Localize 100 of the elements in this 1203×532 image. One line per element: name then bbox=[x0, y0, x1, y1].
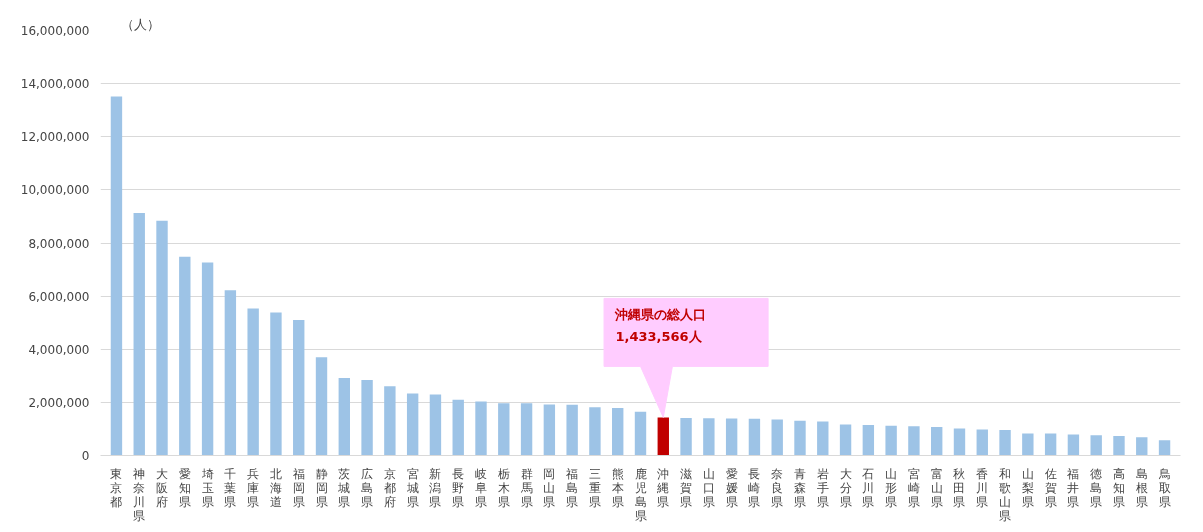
bar bbox=[703, 418, 715, 456]
bar bbox=[179, 256, 191, 456]
x-tick-label: 福島県 bbox=[566, 466, 579, 509]
x-tick-label: 北海道 bbox=[269, 466, 282, 509]
x-tick-label: 広島県 bbox=[361, 466, 374, 509]
y-tick-label: 2,000,000 bbox=[28, 395, 90, 410]
y-axis-title: （人） bbox=[120, 16, 160, 32]
bar bbox=[612, 407, 624, 456]
bar bbox=[976, 429, 988, 456]
x-tick-label: 沖縄県 bbox=[656, 466, 670, 509]
x-tick-label: 岡山県 bbox=[543, 466, 556, 509]
bar bbox=[589, 407, 601, 456]
bar bbox=[794, 420, 806, 456]
x-tick-label: 大分県 bbox=[839, 466, 852, 509]
bar bbox=[908, 426, 920, 456]
x-tick-label: 高知県 bbox=[1112, 466, 1125, 509]
x-tick-label: 茨城県 bbox=[337, 466, 351, 509]
y-tick-label: 0 bbox=[81, 449, 90, 463]
x-tick-label: 長崎県 bbox=[748, 466, 761, 509]
annotation: 沖縄県の総人口 1,433,566人 bbox=[614, 306, 707, 345]
x-tick-label: 長野県 bbox=[452, 466, 465, 509]
bar bbox=[201, 262, 214, 456]
x-tick-label: 奈良県 bbox=[771, 466, 784, 509]
x-tick-label: 山形県 bbox=[885, 466, 898, 509]
bar bbox=[1044, 433, 1057, 456]
x-tick-label: 群馬県 bbox=[519, 466, 533, 509]
y-tick-label: 8,000,000 bbox=[28, 236, 90, 251]
bar bbox=[315, 357, 328, 456]
bar bbox=[817, 421, 829, 456]
bar bbox=[748, 418, 761, 456]
bar bbox=[156, 220, 168, 456]
x-tick-label: 秋田県 bbox=[953, 466, 966, 509]
x-tick-label: 宮崎県 bbox=[907, 466, 920, 509]
x-tick-label: 神奈川県 bbox=[133, 466, 146, 523]
x-tick-label: 富山県 bbox=[930, 466, 943, 509]
bar bbox=[384, 386, 396, 456]
bar bbox=[498, 403, 510, 456]
bar bbox=[452, 399, 464, 456]
bar bbox=[224, 290, 237, 456]
x-tick-label: 山梨県 bbox=[1021, 466, 1034, 509]
bar bbox=[543, 404, 556, 456]
bar bbox=[1113, 436, 1125, 456]
x-tick-label: 岩手県 bbox=[816, 466, 829, 509]
x-tick-label: 静岡県 bbox=[315, 466, 328, 509]
bar bbox=[1158, 440, 1171, 456]
bar bbox=[771, 419, 783, 456]
y-tick-label: 6,000,000 bbox=[28, 289, 90, 304]
bar bbox=[133, 212, 145, 456]
bar bbox=[338, 377, 350, 456]
y-tick-label: 4,000,000 bbox=[28, 342, 90, 357]
x-tick-label: 愛知県 bbox=[178, 466, 191, 509]
x-tick-label: 愛媛県 bbox=[725, 466, 738, 509]
bar bbox=[839, 424, 852, 456]
x-tick-label: 福岡県 bbox=[292, 466, 305, 509]
bar bbox=[885, 425, 897, 456]
bar bbox=[953, 428, 966, 456]
x-tick-label: 青森県 bbox=[793, 466, 806, 509]
bar bbox=[475, 401, 487, 456]
bar bbox=[247, 308, 259, 456]
y-tick-label: 14,000,000 bbox=[20, 77, 90, 92]
x-tick-label: 滋賀県 bbox=[680, 466, 693, 509]
x-tick-label: 宮城県 bbox=[405, 466, 419, 509]
x-tick-label: 三重県 bbox=[588, 466, 601, 509]
bar bbox=[293, 320, 305, 456]
x-tick-label: 徳島県 bbox=[1090, 466, 1103, 509]
bar bbox=[1067, 434, 1080, 456]
bar bbox=[270, 312, 282, 456]
bar bbox=[657, 417, 669, 456]
bar bbox=[680, 418, 692, 456]
x-tick-label: 千葉県 bbox=[224, 466, 237, 509]
x-tick-label: 石川県 bbox=[862, 466, 875, 509]
bar bbox=[406, 393, 419, 456]
bar bbox=[999, 430, 1011, 456]
bar bbox=[520, 403, 533, 456]
x-tick-label: 京都府 bbox=[383, 466, 396, 509]
bar bbox=[429, 394, 442, 456]
x-tick-label: 佐賀県 bbox=[1044, 466, 1057, 509]
x-tick-label: 香川県 bbox=[976, 466, 989, 509]
x-tick-label: 岐阜県 bbox=[475, 466, 488, 509]
x-tick-label: 鳥取県 bbox=[1157, 466, 1171, 509]
bar bbox=[931, 427, 943, 456]
bar bbox=[361, 380, 373, 456]
x-tick-label: 山口県 bbox=[702, 466, 715, 509]
bar bbox=[634, 411, 647, 456]
y-tick-label: 10,000,000 bbox=[20, 183, 90, 198]
bar bbox=[110, 96, 123, 456]
x-tick-label: 鹿児島県 bbox=[634, 466, 647, 523]
bar bbox=[566, 404, 578, 456]
bar bbox=[1022, 433, 1034, 456]
bar bbox=[862, 424, 875, 456]
x-tick-label: 兵庫県 bbox=[247, 466, 260, 509]
bar bbox=[1136, 437, 1148, 456]
x-tick-label: 新潟県 bbox=[429, 466, 442, 509]
x-tick-label: 大阪府 bbox=[156, 466, 169, 509]
x-tick-label: 栃木県 bbox=[497, 466, 510, 509]
x-tick-label: 埼玉県 bbox=[200, 466, 214, 509]
bar bbox=[725, 418, 738, 456]
y-tick-label: 16,000,000 bbox=[20, 24, 90, 38]
x-tick-label: 熊本県 bbox=[611, 466, 624, 509]
bar bbox=[1090, 435, 1102, 456]
